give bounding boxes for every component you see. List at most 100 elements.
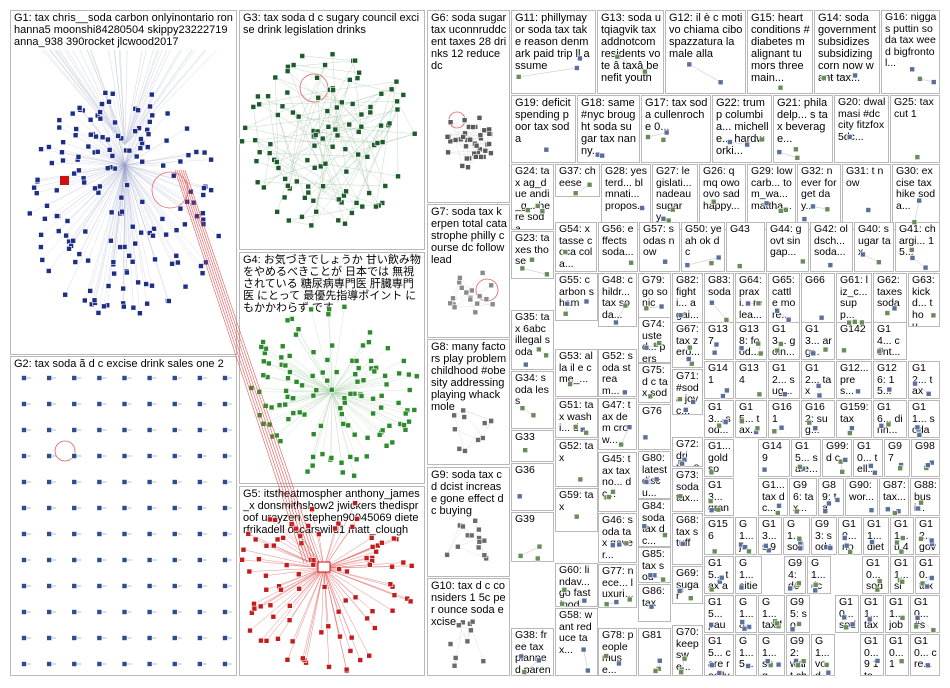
- group-box-g78: G78: people muse...: [598, 628, 637, 676]
- group-label: G87: tax...: [883, 480, 906, 503]
- group-label: G1... 80...: [739, 597, 754, 632]
- group-box-g15d: G15... paul... sur...: [704, 595, 734, 633]
- group-box-g1g: G1... 80...: [735, 595, 757, 633]
- group-box-g16a: G16... dinn...: [873, 400, 907, 438]
- group-box-g1b: G1... tax d c...: [758, 478, 788, 516]
- group-label: G12... tax: [912, 363, 933, 397]
- group-box-g1d: G1... soda: [783, 517, 810, 555]
- group-box-g4: G4: お気づきでしょうか 甘い飲み物をやめるべきことが 日本では 無視されてい…: [239, 252, 425, 484]
- group-box-g45: G45: tax taxno... d c...: [598, 452, 637, 512]
- group-label: G43: [730, 224, 750, 235]
- group-box-g43: G43: [726, 222, 765, 272]
- group-box-g142: G142: [836, 322, 872, 360]
- group-box-g13: G13: soda utqiagvik tax addnotcom reside…: [597, 10, 664, 94]
- group-label: G14: soda government subsidizes subsidiz…: [818, 12, 877, 84]
- group-box-g37: G37: cheese: [555, 164, 600, 197]
- group-label: G82: fighti... agai...: [676, 275, 699, 321]
- group-label: G12: il è c motivo chiama cibo spazzatur…: [669, 12, 743, 60]
- group-box-g84: G84: soda tax dc...: [638, 499, 671, 547]
- group-box-g54: G54: x tasse coca cola...: [555, 222, 597, 272]
- group-label: G52: tax: [559, 441, 594, 464]
- group-box-g10f: G10... #so... #dc...: [910, 595, 940, 633]
- group-label: G54: x tasse coca cola...: [559, 224, 593, 270]
- group-box-g2: G2: tax soda ã d c excise drink sales on…: [10, 356, 237, 676]
- group-box-g8: G8: many factors play problem childhood …: [427, 339, 510, 465]
- group-label: G10... soda: [866, 558, 883, 593]
- group-box-g20: G20: dwalmasi #dc city fitzfox5dc...: [834, 95, 889, 163]
- group-label: G5: itstheatmospher anthony_james_x dons…: [243, 488, 420, 536]
- group-label: G12... pres...: [840, 363, 869, 397]
- group-box-g95: G95: sou... #p...: [786, 595, 810, 633]
- group-box-g15c: G15... tax ahe...: [704, 556, 734, 594]
- group-box-g73: G73: soda tax...: [672, 468, 703, 512]
- group-box-g12v: G12... gov 1 4...: [915, 517, 940, 555]
- group-label: G13... sod...: [708, 402, 731, 436]
- group-box-g55: G55: carbon sham: [555, 273, 598, 321]
- group-box-g59: G59: tax: [555, 488, 598, 532]
- group-label: G1... dc: [811, 558, 826, 592]
- group-box-g5: G5: itstheatmospher anthony_james_x dons…: [239, 486, 425, 676]
- group-box-g56: G56: effects soda...: [598, 222, 638, 272]
- group-box-g52: G52: soda stream...: [598, 349, 637, 397]
- group-label: G21: philadelp... s tax beverage...: [777, 97, 828, 145]
- group-label: G38: free tax planned parent...: [515, 630, 551, 676]
- group-label: G42: oldsch... soda...: [814, 224, 848, 258]
- group-box-g32: G32: never forget day...: [797, 164, 841, 230]
- group-label: G10... now 9...: [842, 519, 857, 554]
- group-box-g36: G36: [511, 463, 554, 511]
- group-label: G67: tax zero...: [676, 324, 700, 358]
- group-box-g1k: G1... vod...: [811, 634, 835, 676]
- group-label: G9: soda tax c d dcist increase gone eff…: [431, 469, 505, 517]
- group-box-g66: G66: [801, 273, 835, 327]
- group-label: G68: tax stuff: [676, 515, 699, 549]
- group-label: G11... tax spe...: [864, 597, 879, 632]
- group-box-g137: G137: [704, 322, 734, 360]
- group-label: G149: [762, 441, 782, 464]
- group-label: G23: taxes those: [515, 233, 550, 267]
- group-label: G86: tax: [642, 586, 668, 609]
- group-box-g10h: G10... 1: [885, 634, 909, 676]
- group-label: G10: tax d c considers 1 5c per ounce so…: [431, 580, 506, 628]
- group-label: G1... cities nee...: [739, 558, 759, 593]
- group-label: G1... soda: [787, 519, 804, 554]
- group-label: G14... cont...: [877, 324, 901, 358]
- group-label: G94: dc: [788, 558, 803, 592]
- group-box-g81: G81: [638, 628, 671, 676]
- group-box-g10a: G10... tell...: [853, 439, 883, 477]
- group-box-g17: G17: tax soda cullenroche 0...: [641, 95, 711, 163]
- group-label: G69: sugar: [676, 568, 699, 602]
- group-label: G12... sug...: [772, 363, 795, 397]
- group-label: G26: qmq owo ovo sad happy...: [703, 166, 743, 212]
- group-label: G80: latest discu...: [642, 453, 668, 499]
- group-box-g63: G63: kickd... thou...: [908, 273, 940, 327]
- group-box-g29: G29: lowcarb... tom_wa... mattha...: [747, 164, 796, 230]
- group-label: G11: phillymayor soda tax take reason de…: [515, 12, 590, 72]
- group-box-g19: G19: deficit spending poor tax soda: [511, 95, 576, 163]
- group-label: G95: sou... #p...: [790, 597, 807, 632]
- group-box-g15b: G15... sale...: [791, 439, 821, 477]
- group-label: G8: many factors play problem childhood …: [431, 341, 507, 413]
- group-box-g44: G44: govt singap...: [766, 222, 809, 272]
- group-label: G10... tax swit...: [919, 558, 934, 593]
- group-label: G1... tax d c...: [762, 480, 785, 514]
- group-box-g94: G94: dc: [784, 556, 806, 594]
- group-box-g35: G35: tax 6abc illegal soda: [511, 310, 554, 370]
- group-box-g3: G3: tax soda d c sugary council excise d…: [239, 10, 425, 250]
- group-box-g23: G23: taxes those: [511, 231, 554, 279]
- group-label: G2: tax soda ã d c excise drink sales on…: [14, 358, 224, 370]
- group-label: G15: heart conditions #diabetes malignan…: [751, 12, 810, 84]
- group-label: G60: lindav... go fast food...: [559, 565, 594, 607]
- group-label: G98: [915, 441, 935, 452]
- group-label: G47: tax dem crow...: [602, 400, 631, 446]
- group-box-g89: G89: tax...: [818, 478, 844, 516]
- group-label: G159: tax: [840, 402, 869, 425]
- group-box-g10: G10: tax d c considers 1 5c per ounce so…: [427, 578, 510, 676]
- group-box-g12w: G12... tax: [908, 361, 940, 399]
- group-label: G156: [708, 519, 728, 542]
- group-label: G62: taxes soda: [877, 275, 903, 309]
- group-box-g28: G28: yesterd... blmnati... propos...: [601, 164, 651, 230]
- group-box-g70: G70: keep swe...: [672, 625, 703, 676]
- group-label: G6: soda sugar tax uconnruddcent taxes 2…: [431, 12, 507, 72]
- group-box-g98: G98: [911, 439, 940, 477]
